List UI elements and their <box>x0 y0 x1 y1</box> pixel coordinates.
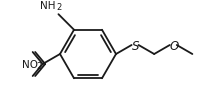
Text: 2: 2 <box>56 3 61 12</box>
Text: NO: NO <box>22 59 38 69</box>
Text: O: O <box>169 39 178 52</box>
Text: NH: NH <box>40 1 55 11</box>
Text: 2: 2 <box>37 61 42 70</box>
Text: S: S <box>132 39 139 52</box>
